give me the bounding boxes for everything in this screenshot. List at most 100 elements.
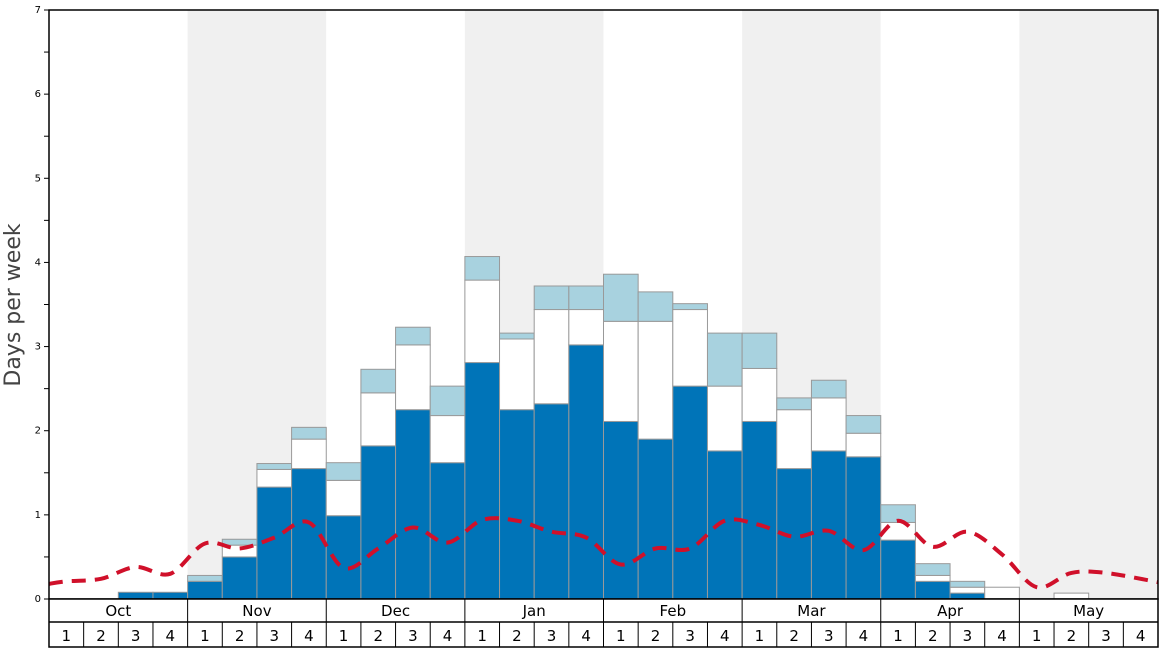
bar-light-20 [706, 332, 743, 387]
bar-dark-27 [949, 592, 986, 600]
month-label-may: May [1073, 602, 1104, 620]
bar-light-11 [395, 326, 431, 346]
week-label: 3 [408, 627, 418, 645]
bar-light-8 [291, 426, 327, 440]
week-label: 1 [1032, 627, 1042, 645]
week-label: 2 [235, 627, 245, 645]
bar-white-9 [325, 479, 362, 517]
week-label: 3 [963, 627, 973, 645]
bar-white-23 [810, 397, 847, 452]
week-label: 4 [166, 627, 176, 645]
bar-white-13 [464, 279, 501, 364]
bar-dark-14 [499, 409, 535, 600]
y-tick-label: 6 [35, 89, 41, 100]
week-label: 3 [685, 627, 695, 645]
bar-light-7 [256, 463, 293, 470]
bar-dark-6 [221, 556, 258, 600]
bar-dark-17 [603, 420, 639, 600]
bar-white-22 [776, 409, 812, 470]
week-label: 4 [304, 627, 314, 645]
bar-white-19 [672, 309, 708, 387]
bar-white-11 [395, 344, 431, 411]
y-tick-label: 3 [35, 342, 41, 353]
week-label: 4 [581, 627, 591, 645]
bar-white-17 [603, 320, 639, 422]
week-label: 3 [547, 627, 557, 645]
bar-dark-26 [914, 580, 951, 600]
y-tick-label: 7 [35, 5, 41, 16]
bar-dark-21 [741, 420, 778, 600]
bar-dark-18 [637, 438, 674, 600]
bar-light-19 [672, 303, 708, 311]
month-label-mar: Mar [797, 602, 826, 620]
bar-white-7 [256, 468, 293, 488]
week-label: 2 [1067, 627, 1077, 645]
bar-light-27 [949, 580, 986, 588]
week-label: 1 [616, 627, 626, 645]
bar-white-21 [741, 367, 778, 422]
bar-dark-3 [117, 591, 154, 600]
bar-light-16 [568, 285, 604, 311]
average-line [48, 516, 1159, 590]
y-tick-label: 2 [35, 426, 41, 437]
bar-dark-16 [568, 344, 604, 600]
x-axis: Oct 1 2 3 4 Nov 1 2 3 4 Dec 1 2 3 4 Jan 1 2 3 4 Feb 1 2 3 4 Mar 1 2… [48, 598, 1159, 648]
bar-light-13 [464, 256, 501, 281]
week-label: 1 [477, 627, 487, 645]
week-label: 1 [893, 627, 903, 645]
bar-dark-24 [845, 456, 882, 600]
bar-white-26 [914, 574, 951, 582]
week-label: 3 [824, 627, 834, 645]
bar-white-20 [706, 385, 743, 452]
bar-dark-12 [429, 462, 466, 600]
bar-white-30 [1053, 592, 1090, 600]
y-tick-label: 1 [35, 510, 41, 521]
bar-light-15 [533, 285, 570, 311]
bar-light-23 [810, 379, 847, 399]
bar-white-14 [499, 338, 535, 411]
week-label: 1 [200, 627, 210, 645]
week-label: 1 [339, 627, 349, 645]
week-label: 4 [720, 627, 730, 645]
bar-dark-4 [152, 591, 189, 600]
week-label: 1 [62, 627, 72, 645]
week-label: 4 [443, 627, 453, 645]
bar-light-9 [325, 462, 362, 481]
month-band-apr [880, 10, 1020, 599]
bar-light-24 [845, 415, 882, 434]
bar-light-17 [603, 273, 639, 322]
week-label: 2 [651, 627, 661, 645]
bar-light-12 [429, 385, 466, 417]
bar-white-28 [984, 586, 1020, 600]
y-axis-label: Days per week [1, 223, 26, 386]
week-label: 2 [789, 627, 799, 645]
month-label-feb: Feb [660, 602, 687, 620]
week-label: 4 [1136, 627, 1146, 645]
y-tick-label: 0 [35, 594, 41, 605]
bar-white-15 [533, 309, 570, 405]
y-tick-label: 5 [35, 173, 41, 184]
bar-light-10 [360, 368, 397, 394]
week-label: 2 [373, 627, 383, 645]
week-label: 4 [859, 627, 869, 645]
bar-light-18 [637, 291, 674, 322]
bar-dark-11 [395, 409, 431, 600]
bar-dark-20 [706, 450, 743, 600]
bar-dark-10 [360, 445, 397, 600]
bar-white-8 [291, 438, 327, 470]
y-tick-label: 4 [35, 257, 41, 268]
bar-dark-23 [810, 450, 847, 600]
bar-light-22 [776, 397, 812, 411]
average-line-group [48, 516, 1159, 590]
bar-white-24 [845, 432, 882, 458]
bar-white-12 [429, 415, 466, 464]
bar-white-16 [568, 309, 604, 346]
bar-dark-15 [533, 403, 570, 600]
bar-white-27 [949, 586, 986, 594]
bar-white-18 [637, 320, 674, 440]
month-band-oct [49, 10, 188, 599]
bar-white-10 [360, 392, 397, 447]
bar-light-26 [914, 563, 951, 576]
month-label-jan: Jan [522, 602, 546, 620]
